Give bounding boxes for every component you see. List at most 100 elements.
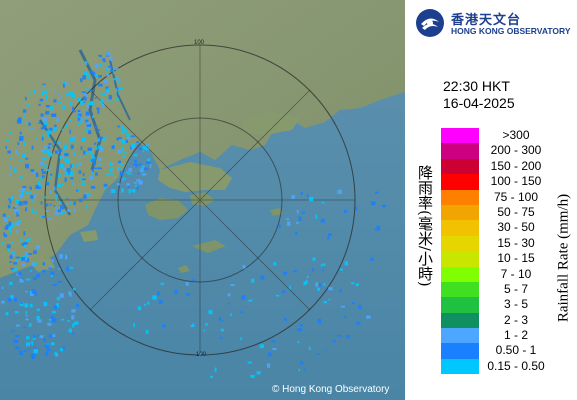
radar-echo [296, 209, 299, 214]
radar-echo [271, 340, 276, 343]
radar-echo [23, 142, 25, 147]
radar-echo [41, 90, 44, 96]
radar-echo [66, 266, 69, 272]
radar-echo [321, 269, 325, 272]
radar-echo [47, 105, 50, 107]
mainland [0, 0, 405, 278]
radar-echo [8, 226, 12, 230]
radar-map[interactable]: 100 100 © Hong Kong Observatory [0, 0, 405, 400]
radar-echo [136, 186, 139, 190]
radar-echo [83, 194, 87, 199]
radar-echo [50, 173, 53, 176]
radar-echo [56, 118, 59, 122]
radar-echo [10, 267, 14, 270]
legend-swatch [441, 266, 479, 282]
radar-echo [35, 172, 39, 177]
radar-echo [11, 268, 17, 271]
radar-echo [11, 224, 14, 228]
radar-echo [160, 282, 165, 285]
radar-echo [51, 259, 54, 263]
radar-echo [15, 346, 20, 350]
radar-echo [53, 99, 57, 103]
radar-echo [89, 175, 94, 181]
radar-echo [117, 82, 121, 85]
radar-echo [54, 150, 58, 154]
radar-echo [94, 142, 97, 145]
radar-echo [113, 176, 116, 179]
radar-echo [25, 157, 29, 160]
radar-echo [18, 117, 22, 122]
radar-echo [92, 71, 96, 76]
legend-label: 15 - 30 [497, 235, 535, 250]
radar-echo [28, 323, 32, 327]
radar-echo [63, 144, 68, 150]
radar-echo [109, 168, 113, 171]
radar-echo [45, 110, 50, 115]
radar-echo [25, 318, 29, 321]
radar-echo [46, 169, 50, 172]
radar-map-canvas [0, 0, 405, 400]
radar-echo [22, 263, 25, 267]
radar-echo [15, 256, 20, 259]
radar-echo [99, 63, 103, 67]
radar-echo [62, 82, 67, 85]
radar-echo [40, 161, 44, 165]
radar-echo [72, 106, 74, 111]
radar-echo [205, 323, 208, 326]
radar-echo [58, 281, 62, 283]
radar-echo [59, 164, 64, 167]
radar-echo [10, 157, 13, 159]
radar-echo [26, 254, 28, 257]
radar-echo [81, 91, 87, 93]
radar-echo [63, 168, 67, 171]
island [192, 240, 226, 253]
radar-echo [46, 130, 51, 135]
radar-echo [278, 224, 281, 229]
radar-echo [24, 96, 27, 101]
radar-echo [9, 131, 12, 135]
radar-echo [72, 288, 76, 291]
radar-echo [82, 75, 86, 80]
island [240, 112, 300, 135]
radar-echo [122, 128, 127, 133]
radar-echo [53, 186, 56, 191]
radar-echo [276, 294, 280, 297]
radar-echo [138, 180, 143, 185]
radar-echo [115, 88, 118, 93]
radar-echo [49, 349, 52, 351]
radar-echo [19, 302, 24, 306]
radar-echo [299, 324, 303, 327]
radar-echo [59, 293, 64, 298]
radar-echo [91, 170, 94, 175]
radar-echo [41, 136, 44, 141]
radar-echo [327, 236, 330, 240]
radar-echo [50, 274, 53, 277]
radar-echo [319, 282, 321, 288]
radar-echo [376, 225, 381, 230]
radar-echo [116, 137, 120, 141]
radar-echo [126, 133, 131, 138]
radar-echo [45, 98, 47, 101]
radar-echo [147, 158, 150, 162]
radar-echo [358, 304, 362, 309]
island [178, 265, 190, 273]
radar-echo [346, 335, 351, 338]
radar-echo [21, 188, 26, 192]
radar-echo [382, 204, 386, 208]
radar-echo [40, 176, 43, 181]
radar-echo [33, 349, 38, 354]
radar-echo [30, 194, 34, 199]
radar-echo [116, 87, 120, 90]
radar-echo [69, 137, 74, 142]
radar-echo [312, 257, 316, 261]
radar-echo [20, 120, 24, 123]
radar-echo [90, 159, 93, 162]
radar-echo [82, 96, 87, 101]
radar-echo [220, 328, 225, 332]
radar-echo [85, 204, 87, 209]
radar-echo [174, 290, 178, 295]
radar-echo [112, 145, 115, 149]
radar-echo [38, 122, 41, 124]
radar-echo [80, 118, 83, 122]
radar-echo [67, 320, 70, 322]
